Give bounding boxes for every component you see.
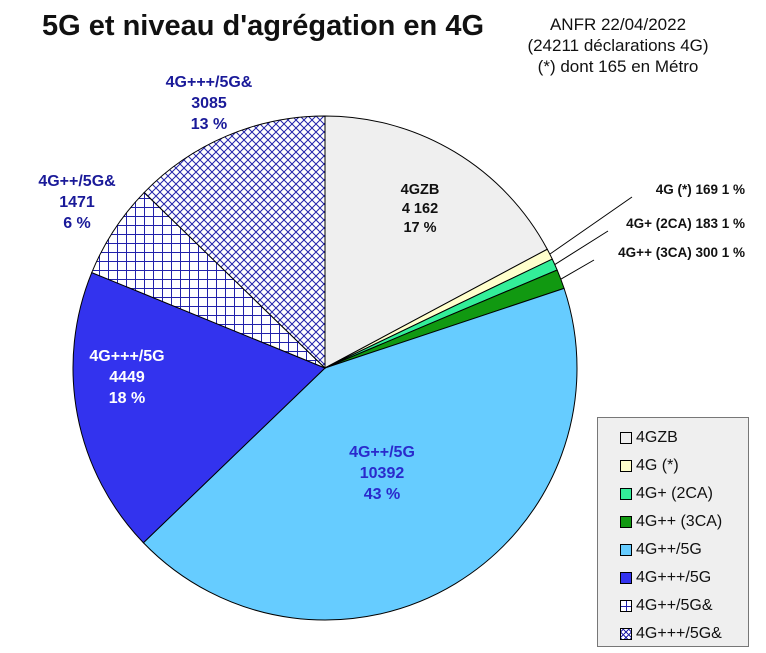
legend-swatch xyxy=(620,516,632,528)
legend-label: 4G++/5G xyxy=(636,541,702,558)
legend-swatch xyxy=(620,600,632,612)
legend-item: 4G+ (2CA) xyxy=(620,480,748,508)
leader-line xyxy=(549,196,633,255)
data-label: 4G++ (3CA) 300 1 % xyxy=(618,245,745,260)
legend-item: 4G (*) xyxy=(620,452,748,480)
data-label: 4G (*) 169 1 % xyxy=(656,182,745,197)
legend-swatch xyxy=(620,460,632,472)
legend-swatch xyxy=(620,544,632,556)
source-note: ANFR 22/04/2022 (24211 déclarations 4G) … xyxy=(488,14,748,77)
leader-line xyxy=(560,259,595,280)
legend-item: 4G++/5G xyxy=(620,536,748,564)
legend-swatch xyxy=(620,488,632,500)
legend-label: 4G+++/5G xyxy=(636,569,712,586)
chart-title: 5G et niveau d'agrégation en 4G xyxy=(42,10,485,42)
source-line: ANFR 22/04/2022 xyxy=(549,15,687,34)
legend-label: 4G+++/5G& xyxy=(636,625,722,642)
legend-label: 4G++/5G& xyxy=(636,597,713,614)
data-label: 4G+++/5G& 3085 13 % xyxy=(166,74,253,133)
data-label: 4GZB 4 162 17 % xyxy=(401,182,440,236)
legend-item: 4G++ (3CA) xyxy=(620,508,748,536)
source-line: (24211 déclarations 4G) xyxy=(527,36,709,55)
legend-label: 4G+ (2CA) xyxy=(636,485,713,502)
leader-line xyxy=(554,230,609,265)
legend: 4GZB 4G (*) 4G+ (2CA) 4G++ (3CA) 4G++/5G… xyxy=(597,417,749,647)
legend-label: 4G++ (3CA) xyxy=(636,513,723,530)
data-label: 4G+ (2CA) 183 1 % xyxy=(626,216,745,231)
pie-slice xyxy=(143,115,326,370)
pie-slice xyxy=(72,271,326,544)
legend-label: 4G (*) xyxy=(636,457,679,474)
data-label: 4G+++/5G 4449 18 % xyxy=(89,348,164,407)
legend-swatch xyxy=(620,432,632,444)
legend-swatch xyxy=(620,572,632,584)
legend-item: 4G+++/5G xyxy=(620,564,748,592)
legend-swatch xyxy=(620,628,632,640)
legend-label: 4GZB xyxy=(636,429,678,446)
pie-slice xyxy=(324,115,548,369)
pie-slice xyxy=(142,287,578,621)
data-label: 4G++/5G 10392 43 % xyxy=(349,444,415,503)
legend-item: 4GZB xyxy=(620,424,748,452)
legend-item: 4G++/5G& xyxy=(620,592,748,620)
source-line: (*) dont 165 en Métro xyxy=(537,57,699,76)
legend-item: 4G+++/5G& xyxy=(620,620,748,648)
data-label: 4G++/5G& 1471 6 % xyxy=(38,173,116,232)
